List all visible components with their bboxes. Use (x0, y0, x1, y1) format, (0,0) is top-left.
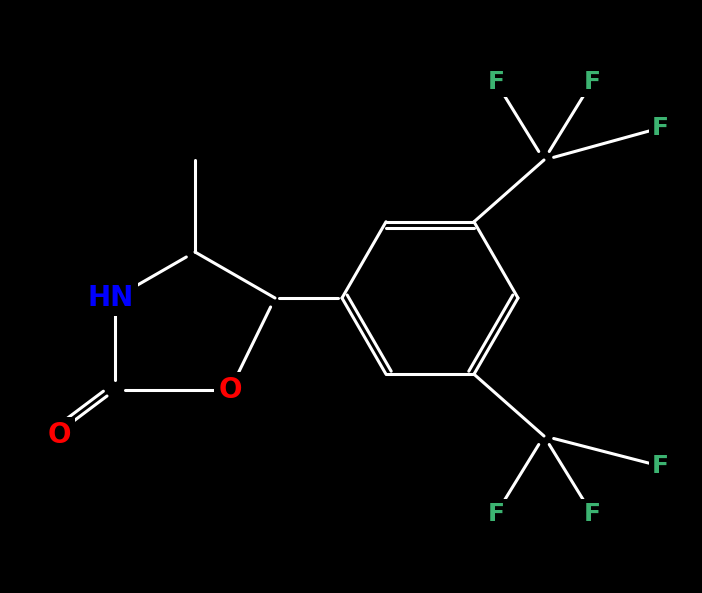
Text: F: F (651, 454, 668, 478)
Text: F: F (651, 116, 668, 140)
Text: F: F (487, 70, 505, 94)
Text: HN: HN (88, 284, 134, 312)
Text: O: O (47, 421, 71, 449)
Text: F: F (583, 502, 600, 526)
Text: F: F (583, 70, 600, 94)
Text: F: F (487, 502, 505, 526)
Text: O: O (218, 376, 241, 404)
